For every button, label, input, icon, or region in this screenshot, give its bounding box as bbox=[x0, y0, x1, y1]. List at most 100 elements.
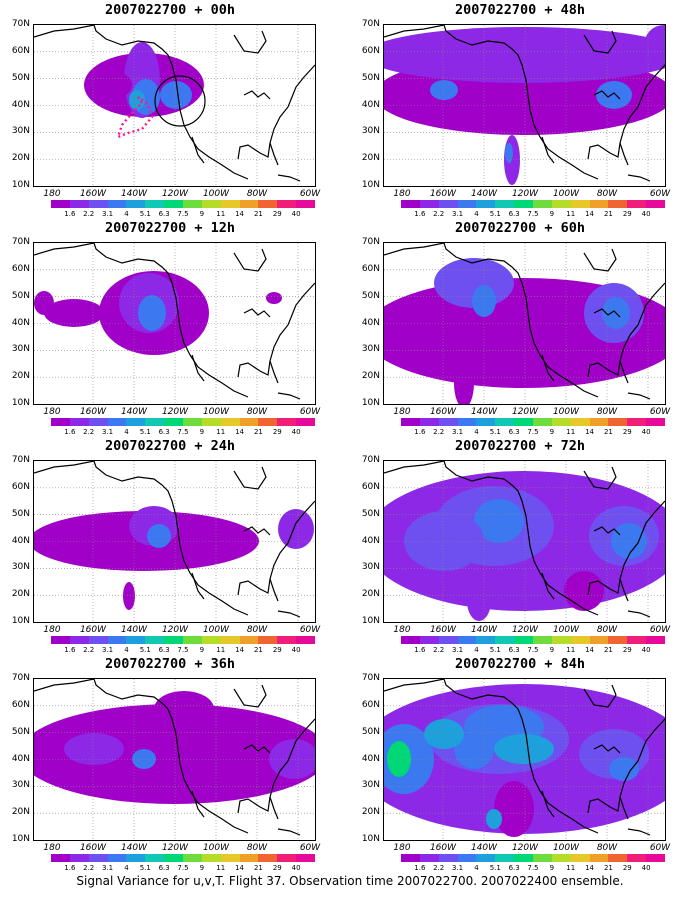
colorbar-label: 7.5 bbox=[527, 864, 539, 872]
variance-region bbox=[494, 781, 534, 837]
colorbar-label: 1.6 bbox=[64, 646, 76, 654]
colorbar-swatch bbox=[495, 200, 515, 208]
panel-title: 2007022700 + 00h bbox=[104, 2, 236, 18]
coastline bbox=[277, 610, 301, 618]
coastline bbox=[593, 526, 621, 536]
lat-label: 50N bbox=[361, 508, 380, 519]
coastline bbox=[191, 136, 205, 164]
coastline bbox=[384, 243, 445, 256]
map-area bbox=[33, 678, 316, 841]
colorbar-label: 14 bbox=[585, 864, 595, 872]
lon-label: 60W bbox=[649, 625, 671, 635]
lat-label: 40N bbox=[11, 317, 30, 328]
colorbar-label: 3.1 bbox=[101, 428, 114, 436]
lon-label: 100W bbox=[202, 843, 230, 853]
lon-label: 120W bbox=[161, 843, 189, 853]
colorbar-label: 21 bbox=[603, 646, 613, 654]
lat-label: 70N bbox=[11, 19, 30, 29]
lon-label: 100W bbox=[202, 407, 230, 417]
lon-label: 120W bbox=[161, 625, 189, 635]
colorbar-label: 29 bbox=[272, 210, 282, 218]
colorbar-swatch bbox=[164, 418, 184, 426]
map-panel: 2007022700 + 72h 70N 60N 50N 40N 30N 20N 10N 180… bbox=[350, 436, 690, 654]
colorbar-swatch bbox=[533, 854, 552, 862]
colorbar-label: 11 bbox=[216, 864, 226, 872]
colorbar-label: 2.2 bbox=[83, 864, 95, 872]
colorbar-swatch bbox=[107, 854, 127, 862]
colorbar-label: 6.3 bbox=[508, 864, 520, 872]
colorbar-label: 5.1 bbox=[139, 646, 151, 654]
map-panel: 2007022700 + 00h 70N 60N 50N 40N 30N 20N 10N 180… bbox=[0, 0, 340, 218]
coastline bbox=[34, 679, 95, 692]
colorbar-label: 6.3 bbox=[158, 428, 170, 436]
lon-label: 180 bbox=[43, 843, 61, 853]
colorbar-swatch bbox=[589, 854, 609, 862]
colorbar-label: 11 bbox=[216, 646, 226, 654]
coastline bbox=[233, 30, 267, 54]
colorbar-label: 11 bbox=[216, 428, 226, 436]
colorbar-label: 7.5 bbox=[177, 646, 189, 654]
coastline bbox=[593, 308, 621, 318]
coastline bbox=[237, 64, 315, 160]
colorbar-swatch bbox=[51, 200, 70, 208]
lon-label: 60W bbox=[649, 189, 671, 199]
lon-label: 180 bbox=[393, 407, 411, 417]
colorbar-label: 9 bbox=[199, 428, 205, 436]
lat-label: 70N bbox=[11, 237, 30, 247]
colorbar-label: 29 bbox=[622, 428, 632, 436]
lat-label: 20N bbox=[361, 153, 380, 164]
lat-label: 10N bbox=[11, 616, 30, 626]
colorbar-label: 14 bbox=[235, 428, 245, 436]
lat-label: 60N bbox=[11, 45, 30, 56]
coastline bbox=[587, 64, 665, 160]
colorbar-swatch bbox=[401, 854, 420, 862]
colorbar-label: 3.1 bbox=[101, 646, 114, 654]
map-area bbox=[33, 242, 316, 405]
lon-label: 160W bbox=[79, 843, 107, 853]
lat-label: 40N bbox=[361, 317, 380, 328]
colorbar-swatch bbox=[608, 418, 628, 426]
coastline bbox=[269, 578, 279, 602]
variance-region bbox=[609, 757, 639, 781]
colorbar-swatch bbox=[145, 636, 165, 644]
coastline bbox=[583, 466, 617, 490]
colorbar-swatch bbox=[570, 200, 590, 208]
colorbar-swatch bbox=[201, 200, 221, 208]
colorbar-label: 21 bbox=[253, 428, 263, 436]
colorbar-swatch bbox=[239, 854, 259, 862]
coastline bbox=[541, 354, 555, 382]
lat-label: 20N bbox=[11, 807, 30, 818]
lat-label: 70N bbox=[361, 237, 380, 247]
colorbar-swatch bbox=[296, 200, 316, 208]
colorbar-swatch bbox=[419, 418, 439, 426]
map-plot bbox=[384, 679, 665, 840]
variance-region bbox=[611, 523, 647, 559]
lon-label: 60W bbox=[649, 407, 671, 417]
colorbar-label: 1.6 bbox=[64, 428, 76, 436]
colorbar-swatch bbox=[476, 636, 496, 644]
coastline bbox=[619, 578, 629, 602]
coastline bbox=[541, 572, 555, 600]
colorbar-label: 6.3 bbox=[158, 210, 170, 218]
colorbar-swatch bbox=[51, 854, 70, 862]
colorbar-swatch bbox=[608, 636, 628, 644]
colorbar-label: 4 bbox=[124, 210, 129, 218]
variance-region bbox=[34, 704, 315, 804]
variance-region bbox=[123, 582, 135, 610]
coastline bbox=[191, 790, 205, 818]
variance-region bbox=[387, 741, 411, 777]
map-area bbox=[33, 24, 316, 187]
variance-region bbox=[64, 733, 124, 765]
map-area bbox=[383, 460, 666, 623]
lat-label: 30N bbox=[11, 344, 30, 355]
lat-label: 30N bbox=[361, 780, 380, 791]
colorbar-swatch bbox=[457, 636, 477, 644]
flight-track bbox=[116, 96, 154, 140]
lat-label: 10N bbox=[361, 834, 380, 844]
colorbar-swatch bbox=[438, 854, 458, 862]
colorbar-label: 5.1 bbox=[139, 428, 151, 436]
lat-label: 30N bbox=[11, 562, 30, 573]
variance-region bbox=[129, 90, 145, 110]
colorbar-swatch bbox=[296, 854, 316, 862]
coastline bbox=[443, 679, 599, 834]
